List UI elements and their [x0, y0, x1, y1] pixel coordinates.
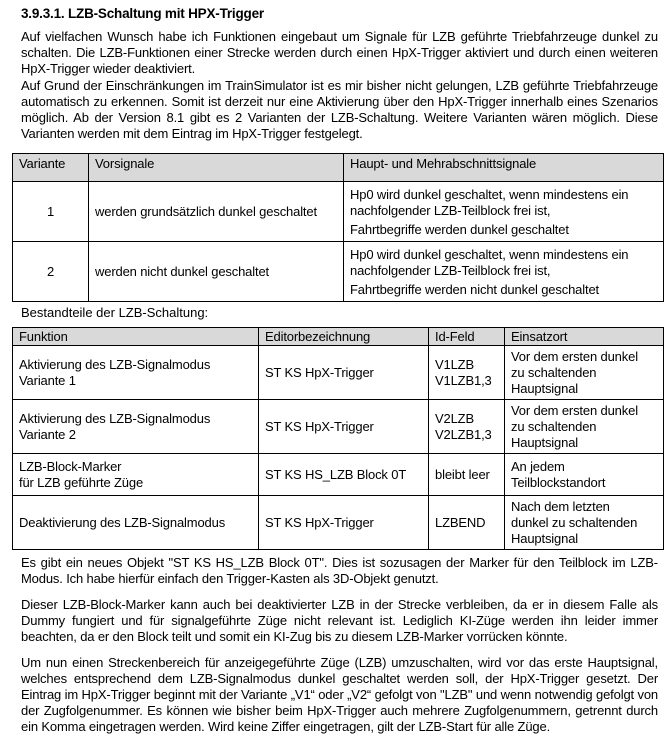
- funktion-cell-line: Aktivierung des LZB-Signalmodus: [19, 356, 211, 372]
- einsatzort-cell-line: dunkel zu schaltenden: [511, 514, 638, 530]
- editor-cell: ST KS HpX-Trigger: [258, 495, 429, 550]
- editor-cell-line: ST KS HpX-Trigger: [265, 418, 374, 434]
- einsatzort-cell-line: zu schaltenden: [511, 364, 597, 380]
- hauptsignale-text: Fahrtbegriffe werden dunkel geschaltet: [350, 222, 569, 237]
- variant-number: 1: [12, 181, 89, 242]
- funktion-cell: LZB-Block-Marker für LZB geführte Züge: [12, 453, 259, 496]
- einsatzort-cell: Nach dem letzten dunkel zu schaltenden Hau…: [504, 495, 664, 550]
- header-cell: Editorbezeichnung: [258, 327, 429, 346]
- editor-cell: ST KS HS_LZB Block 0T: [258, 453, 429, 496]
- editor-cell: ST KS HpX-Trigger: [258, 345, 429, 400]
- id-field-cell-line: V1LZB: [435, 356, 474, 372]
- einsatzort-cell-line: Vor dem ersten dunkel: [511, 348, 638, 364]
- paragraph: Auf vielfachen Wunsch habe ich Funktione…: [21, 29, 658, 76]
- editor-cell: ST KS HpX-Trigger: [258, 399, 429, 454]
- variants-table: Variante Vorsignale Haupt- und Mehrabsch…: [12, 153, 664, 302]
- paragraph: Es gibt ein neues Objekt "ST KS HS_LZB B…: [21, 555, 658, 586]
- hauptsignale-text: Hp0 wird dunkel geschaltet, wenn mindest…: [350, 187, 629, 218]
- id-field-cell-line: V2LZB: [435, 410, 474, 426]
- hauptsignale-cell: Hp0 wird dunkel geschaltet, wenn mindest…: [343, 181, 664, 242]
- einsatzort-cell-line: Hauptsignal: [511, 380, 579, 396]
- funktion-cell-line: LZB-Block-Marker: [19, 458, 122, 474]
- funktion-cell: Aktivierung des LZB-Signalmodus Variante …: [12, 345, 259, 400]
- variant-number: 2: [12, 241, 89, 302]
- einsatzort-cell: An jedem Teilblockstandort: [504, 453, 664, 496]
- id-field-cell-line: V2LZB1,3: [435, 426, 492, 442]
- id-field-cell: V1LZB V1LZB1,3: [428, 345, 505, 400]
- table-row: 1 werden grundsätzlich dunkel geschaltet…: [12, 181, 664, 242]
- funktion-cell-line: für LZB geführte Züge: [19, 474, 144, 490]
- einsatzort-cell-line: zu schaltenden: [511, 418, 597, 434]
- hauptsignale-text: Hp0 wird dunkel geschaltet, wenn mindest…: [350, 247, 629, 278]
- header-cell: Vorsignale: [88, 153, 344, 182]
- id-field-cell: V2LZB V2LZB1,3: [428, 399, 505, 454]
- vorsignale-cell: werden grundsätzlich dunkel geschaltet: [88, 181, 344, 242]
- header-cell: Variante: [12, 153, 89, 182]
- components-label: Bestandteile der LZB-Schaltung:: [21, 305, 209, 320]
- paragraph: Auf Grund der Einschränkungen im TrainSi…: [21, 78, 658, 141]
- table-row: Aktivierung des LZB-Signalmodus Variante …: [12, 345, 664, 400]
- einsatzort-cell-line: An jedem: [511, 458, 565, 474]
- table-row: 2 werden nicht dunkel geschaltet Hp0 wir…: [12, 241, 664, 302]
- header-cell: Einsatzort: [504, 327, 664, 346]
- components-table: Funktion Editorbezeichnung Id-Feld Einsa…: [12, 327, 664, 550]
- einsatzort-cell-line: Teilblockstandort: [511, 474, 606, 490]
- einsatzort-cell-line: Hauptsignal: [511, 434, 579, 450]
- funktion-cell: Deaktivierung des LZB-Signalmodus: [12, 495, 259, 550]
- table-row: Aktivierung des LZB-Signalmodus Variante …: [12, 399, 664, 454]
- header-cell: Id-Feld: [428, 327, 505, 346]
- editor-cell-line: ST KS HS_LZB Block 0T: [265, 466, 407, 482]
- editor-cell-line: ST KS HpX-Trigger: [265, 514, 374, 530]
- einsatzort-cell-line: Nach dem letzten: [511, 498, 610, 514]
- header-cell: Funktion: [12, 327, 259, 346]
- table-row: LZB-Block-Marker für LZB geführte Züge ST …: [12, 453, 664, 496]
- funktion-cell: Aktivierung des LZB-Signalmodus Variante …: [12, 399, 259, 454]
- section-heading: 3.9.3.1. LZB-Schaltung mit HPX-Trigger: [21, 6, 264, 21]
- hauptsignale-text: Fahrtbegriffe werden nicht dunkel gescha…: [350, 282, 599, 297]
- funktion-cell-line: Variante 1: [19, 372, 76, 388]
- id-field-cell: bleibt leer: [428, 453, 505, 496]
- einsatzort-cell: Vor dem ersten dunkel zu schaltenden Haupt…: [504, 345, 664, 400]
- paragraph: Dieser LZB-Block-Marker kann auch bei de…: [21, 597, 658, 644]
- funktion-cell-line: Deaktivierung des LZB-Signalmodus: [19, 514, 226, 530]
- id-field-cell: LZBEND: [428, 495, 505, 550]
- table-header-row: Variante Vorsignale Haupt- und Mehrabsch…: [12, 153, 664, 182]
- id-field-cell-line: LZBEND: [435, 514, 486, 530]
- header-cell: Haupt- und Mehrabschnittsignale: [343, 153, 664, 182]
- table-header-row: Funktion Editorbezeichnung Id-Feld Einsa…: [12, 327, 664, 346]
- vorsignale-cell: werden nicht dunkel geschaltet: [88, 241, 344, 302]
- table-row: Deaktivierung des LZB-Signalmodus ST KS H…: [12, 495, 664, 550]
- einsatzort-cell-line: Vor dem ersten dunkel: [511, 402, 638, 418]
- funktion-cell-line: Variante 2: [19, 426, 76, 442]
- hauptsignale-cell: Hp0 wird dunkel geschaltet, wenn mindest…: [343, 241, 664, 302]
- funktion-cell-line: Aktivierung des LZB-Signalmodus: [19, 410, 211, 426]
- paragraph: Um nun einen Streckenbereich für anzeige…: [21, 655, 658, 734]
- id-field-cell-line: V1LZB1,3: [435, 372, 492, 388]
- einsatzort-cell: Vor dem ersten dunkel zu schaltenden Haupt…: [504, 399, 664, 454]
- id-field-cell-line: bleibt leer: [435, 466, 490, 482]
- editor-cell-line: ST KS HpX-Trigger: [265, 364, 374, 380]
- einsatzort-cell-line: Hauptsignal: [511, 530, 579, 546]
